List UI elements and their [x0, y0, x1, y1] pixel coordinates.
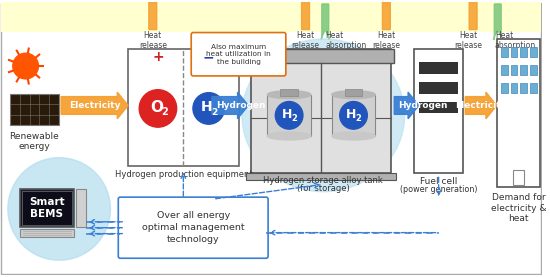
- Text: Smart
BEMS: Smart BEMS: [29, 197, 65, 219]
- Bar: [513, 170, 524, 185]
- Bar: [510, 83, 518, 93]
- Bar: [500, 47, 508, 57]
- Ellipse shape: [332, 132, 375, 140]
- Polygon shape: [465, 92, 497, 119]
- Bar: [1, 2, 541, 32]
- Bar: [520, 83, 527, 93]
- Text: Heat
absorption: Heat absorption: [325, 30, 366, 50]
- Circle shape: [139, 90, 177, 127]
- Bar: [500, 65, 508, 75]
- Ellipse shape: [242, 39, 405, 192]
- Text: (power generation): (power generation): [400, 185, 477, 194]
- Text: −: −: [203, 50, 214, 64]
- Circle shape: [340, 102, 367, 129]
- Text: H: H: [346, 108, 357, 121]
- Polygon shape: [61, 92, 128, 119]
- Bar: [419, 62, 458, 74]
- Text: Heat
release: Heat release: [372, 30, 400, 50]
- Bar: [345, 89, 362, 96]
- Text: Also maximum
heat utilization in
the building: Also maximum heat utilization in the bui…: [206, 44, 271, 65]
- Bar: [414, 49, 463, 173]
- Text: Hydrogen production equipment: Hydrogen production equipment: [114, 170, 252, 179]
- Circle shape: [193, 93, 224, 124]
- Bar: [21, 191, 72, 225]
- Text: +: +: [152, 50, 164, 64]
- Polygon shape: [468, 0, 478, 30]
- Text: O: O: [151, 100, 163, 115]
- Text: Over all energy
optimal management
technology: Over all energy optimal management techn…: [142, 211, 245, 244]
- Text: Fuel cell: Fuel cell: [420, 178, 457, 186]
- Bar: [419, 102, 458, 113]
- Bar: [530, 47, 537, 57]
- Polygon shape: [493, 4, 502, 39]
- Bar: [510, 47, 518, 57]
- Bar: [332, 95, 375, 136]
- Bar: [20, 229, 74, 237]
- Circle shape: [276, 102, 303, 129]
- Bar: [280, 89, 298, 96]
- Text: Heat
release: Heat release: [292, 30, 320, 50]
- FancyBboxPatch shape: [191, 32, 286, 76]
- Circle shape: [8, 158, 111, 260]
- Text: Hydrogen: Hydrogen: [398, 101, 448, 110]
- Bar: [510, 65, 518, 75]
- Bar: [249, 49, 394, 63]
- Text: Electricity: Electricity: [69, 101, 120, 110]
- Text: Demand for
electricity &
heat: Demand for electricity & heat: [491, 193, 546, 223]
- Ellipse shape: [332, 91, 375, 99]
- Circle shape: [13, 53, 39, 79]
- Bar: [246, 173, 396, 180]
- Bar: [520, 47, 527, 57]
- Text: 2: 2: [355, 114, 361, 123]
- Bar: [76, 189, 86, 227]
- Bar: [530, 83, 537, 93]
- Text: 2: 2: [212, 108, 218, 117]
- Text: H: H: [201, 101, 212, 114]
- Polygon shape: [147, 0, 158, 30]
- Text: 2: 2: [162, 107, 168, 117]
- Text: Renewable
energy: Renewable energy: [9, 132, 59, 152]
- Text: Heat
release: Heat release: [454, 30, 482, 50]
- Bar: [497, 39, 540, 187]
- Bar: [128, 49, 239, 166]
- Polygon shape: [321, 4, 330, 39]
- Text: Heat
absorption: Heat absorption: [495, 30, 536, 50]
- Text: Heat
release: Heat release: [139, 30, 167, 50]
- Text: Hydrogen: Hydrogen: [216, 101, 265, 110]
- Text: (for storage): (for storage): [297, 184, 350, 193]
- Text: Electricity: Electricity: [455, 101, 507, 110]
- Bar: [20, 189, 74, 227]
- Polygon shape: [381, 0, 392, 30]
- Bar: [520, 65, 527, 75]
- Ellipse shape: [267, 132, 311, 140]
- Text: Hydrogen storage alloy tank: Hydrogen storage alloy tank: [263, 176, 383, 185]
- Bar: [10, 94, 59, 125]
- Bar: [530, 65, 537, 75]
- Polygon shape: [300, 0, 311, 30]
- Bar: [267, 95, 311, 136]
- Ellipse shape: [267, 91, 311, 99]
- Polygon shape: [212, 92, 249, 119]
- Text: H: H: [282, 108, 293, 121]
- Bar: [419, 82, 458, 94]
- Polygon shape: [394, 92, 419, 119]
- Circle shape: [8, 158, 111, 260]
- Text: 2: 2: [291, 114, 297, 123]
- Bar: [251, 49, 391, 173]
- FancyBboxPatch shape: [118, 197, 268, 258]
- Bar: [500, 83, 508, 93]
